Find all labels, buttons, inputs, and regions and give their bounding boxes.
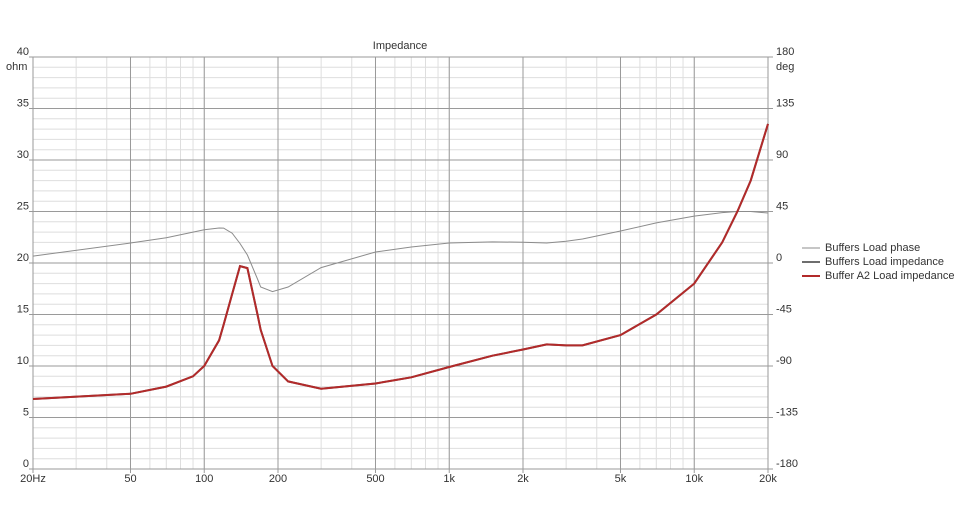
y-tick-label: 25 xyxy=(17,200,29,212)
x-tick-label: 2k xyxy=(517,473,529,485)
y-axis-label: ohm xyxy=(6,61,27,73)
x-tick-label: 10k xyxy=(685,473,703,485)
y2-tick-label: -135 xyxy=(776,406,798,418)
y-tick-label: 15 xyxy=(17,303,29,315)
series-line xyxy=(32,211,769,293)
y2-tick-label: 180 xyxy=(776,46,794,58)
x-tick-label: 5k xyxy=(615,473,627,485)
y2-tick-label: -90 xyxy=(776,355,792,367)
y2-axis-label: deg xyxy=(776,61,794,73)
x-tick-label: 100 xyxy=(195,473,213,485)
y-tick-label: 40 xyxy=(17,46,29,58)
legend-label: Buffers Load phase xyxy=(825,242,920,254)
x-tick-label: 20Hz xyxy=(20,473,46,485)
chart-title: Impedance xyxy=(373,40,427,52)
y2-tick-label: 0 xyxy=(776,252,782,264)
y2-tick-label: -180 xyxy=(776,458,798,470)
legend-label: Buffer A2 Load impedance xyxy=(825,270,954,282)
x-tick-label: 200 xyxy=(269,473,287,485)
x-tick-label: 500 xyxy=(366,473,384,485)
y2-tick-label: 45 xyxy=(776,200,788,212)
y-tick-label: 0 xyxy=(23,458,29,470)
y-tick-label: 5 xyxy=(23,406,29,418)
series-line xyxy=(32,123,769,400)
x-tick-label: 1k xyxy=(443,473,455,485)
plot-frame xyxy=(32,56,769,470)
x-tick-label: 20k xyxy=(759,473,777,485)
y2-tick-label: 135 xyxy=(776,97,794,109)
y-tick-label: 35 xyxy=(17,97,29,109)
y2-tick-label: -45 xyxy=(776,303,792,315)
y2-tick-label: 90 xyxy=(776,149,788,161)
series-line xyxy=(32,123,769,400)
y-tick-label: 10 xyxy=(17,355,29,367)
legend-label: Buffers Load impedance xyxy=(825,256,944,268)
y-tick-label: 20 xyxy=(17,252,29,264)
x-tick-label: 50 xyxy=(124,473,136,485)
y-tick-label: 30 xyxy=(17,149,29,161)
